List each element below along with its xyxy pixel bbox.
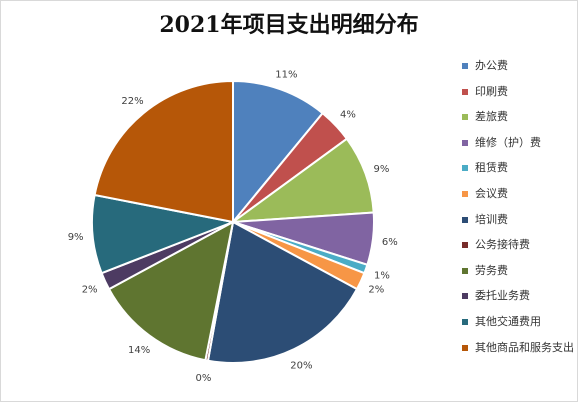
legend: 办公费印刷费差旅费维修（护）费 租赁费会议费培训费公务接待费劳务费委托业务费其他交… xyxy=(462,59,578,375)
pie-slice xyxy=(206,220,359,364)
legend-label: 差旅费 xyxy=(475,110,508,124)
legend-label: 办公费 xyxy=(475,59,508,72)
data-label: 20% xyxy=(290,360,312,371)
legend-label: 培训费 xyxy=(475,212,508,226)
pie-slice xyxy=(232,79,325,225)
legend-item: 培训费 xyxy=(462,213,578,239)
legend-item: 其他商品和服务支出 xyxy=(462,341,578,375)
legend-label: 租赁费 xyxy=(475,161,508,175)
data-label: 4% xyxy=(340,110,356,121)
legend-item: 维修（护）费 xyxy=(462,136,578,162)
legend-item: 办公费 xyxy=(462,59,578,85)
pie-slice xyxy=(107,220,235,362)
legend-swatch xyxy=(462,88,468,95)
legend-label: 会议费 xyxy=(475,186,508,200)
legend-item: 差旅费 xyxy=(462,110,578,136)
legend-item: 劳务费 xyxy=(462,264,578,290)
legend-swatch xyxy=(462,114,468,121)
data-label: 22% xyxy=(121,96,143,107)
pie-slice xyxy=(91,193,237,275)
legend-swatch xyxy=(462,293,468,300)
data-label: 2% xyxy=(368,284,384,295)
legend-item: 其他交通费用 xyxy=(462,315,578,341)
legend-item: 印刷费 xyxy=(462,85,578,111)
legend-label: 公务接待费 xyxy=(475,238,530,252)
legend-label: 委托业务费 xyxy=(475,289,530,303)
legend-swatch xyxy=(462,318,468,325)
legend-item: 委托业务费 xyxy=(462,289,578,315)
data-label: 2% xyxy=(82,284,98,295)
chart-title: 2021年项目支出明细分布 xyxy=(159,12,419,38)
legend-swatch xyxy=(462,242,468,249)
legend-label: 其他商品和服务支出 xyxy=(475,340,574,354)
legend-swatch xyxy=(462,267,468,274)
data-label: 11% xyxy=(275,69,297,80)
legend-swatch xyxy=(462,216,468,223)
data-label: 9% xyxy=(374,164,390,175)
legend-item: 公务接待费 xyxy=(462,238,578,264)
pie-slice xyxy=(229,137,375,224)
data-label: 14% xyxy=(128,345,150,356)
legend-label: 其他交通费用 xyxy=(475,314,541,328)
data-label: 1% xyxy=(374,271,390,282)
legend-swatch xyxy=(462,190,468,197)
pie-slice xyxy=(93,79,234,224)
legend-label: 劳务费 xyxy=(475,263,508,277)
legend-swatch xyxy=(462,63,468,69)
data-label: 6% xyxy=(382,237,398,248)
legend-swatch xyxy=(462,139,468,146)
legend-label: 印刷费 xyxy=(475,84,508,98)
legend-item: 会议费 xyxy=(462,187,578,213)
legend-item: 租赁费 xyxy=(462,161,578,187)
legend-swatch xyxy=(462,165,468,172)
data-label: 9% xyxy=(68,232,84,243)
data-label: 0% xyxy=(196,373,212,384)
legend-label: 维修（护）费 xyxy=(475,135,541,149)
legend-swatch xyxy=(462,344,468,351)
